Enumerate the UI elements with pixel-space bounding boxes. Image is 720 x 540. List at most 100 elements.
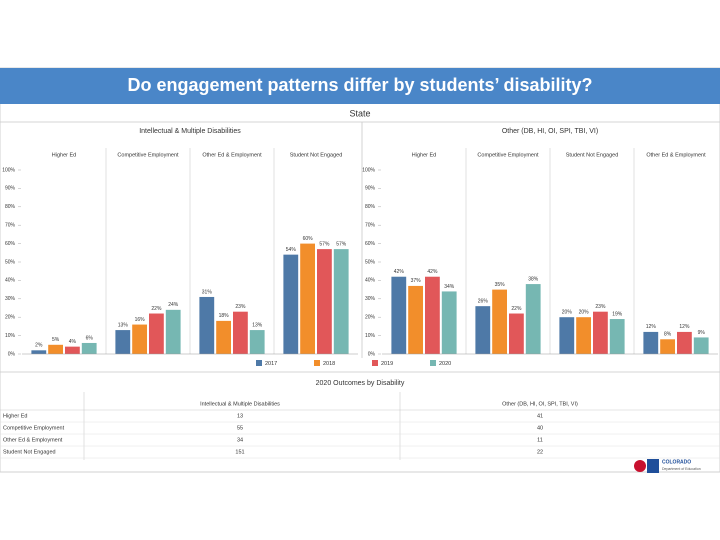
bar [391, 276, 407, 354]
value-label: 26% [478, 298, 489, 304]
category-label: Other Ed & Employment [202, 152, 262, 158]
logo: COLORADO Department of Education [634, 459, 701, 473]
value-label: 31% [202, 289, 213, 295]
y-tick-label: 20% [365, 315, 376, 321]
bar [317, 249, 332, 354]
value-label: 5% [52, 337, 60, 343]
value-label: 22% [511, 306, 522, 312]
y-tick-label: 90% [365, 186, 376, 192]
value-label: 18% [219, 313, 230, 319]
legend-label: 2017 [265, 361, 277, 367]
y-tick-label: 40% [5, 278, 16, 284]
bar [609, 319, 625, 354]
table-header: Intellectual & Multiple Disabilities [200, 401, 280, 407]
bar [300, 243, 315, 354]
bar [199, 296, 215, 354]
y-tick-label: 30% [365, 296, 376, 302]
y-tick-label: 10% [5, 333, 16, 339]
value-label: 38% [528, 276, 539, 282]
category-label: Other Ed & Employment [646, 152, 706, 158]
logo-icon [647, 459, 659, 473]
row-label: Other Ed & Employment [3, 437, 63, 443]
value-label: 24% [168, 302, 179, 308]
y-tick-label: 60% [365, 241, 376, 247]
value-label: 19% [612, 311, 623, 317]
category-label: Higher Ed [412, 152, 436, 158]
bar [132, 324, 147, 354]
table-header: Other (DB, HI, OI, SPI, TBI, VI) [502, 401, 578, 407]
value-label: 9% [698, 330, 706, 336]
table-cell: 11 [537, 437, 543, 443]
table-cell: 151 [235, 449, 244, 455]
bar [425, 276, 440, 354]
category-label: Student Not Engaged [566, 152, 619, 158]
y-tick-label: 20% [5, 315, 16, 321]
bar [249, 330, 265, 354]
value-label: 54% [286, 247, 297, 253]
bar [283, 254, 299, 354]
value-label: 12% [679, 324, 690, 330]
value-label: 20% [562, 310, 573, 316]
y-tick-label: 80% [5, 204, 16, 210]
y-tick-label: 40% [365, 278, 376, 284]
bar [441, 291, 457, 354]
logo-name: COLORADO [662, 459, 691, 465]
category-label: Higher Ed [52, 152, 76, 158]
value-label: 8% [664, 332, 672, 338]
bar [509, 313, 524, 354]
frame [0, 67, 720, 473]
y-tick-label: 50% [5, 259, 16, 265]
bar [643, 331, 659, 354]
value-label: 23% [595, 304, 606, 310]
y-tick-label: 60% [5, 241, 16, 247]
row-label: Competitive Employment [3, 425, 65, 431]
legend-label: 2019 [381, 361, 393, 367]
value-label: 20% [579, 310, 590, 316]
value-label: 42% [394, 269, 405, 275]
table-cell: 40 [537, 425, 543, 431]
subtitle: State [349, 108, 370, 118]
bar [65, 346, 80, 354]
y-tick-label: 70% [365, 223, 376, 229]
bar [115, 330, 131, 354]
legend-label: 2018 [323, 361, 335, 367]
logo-icon [634, 460, 646, 472]
bar [149, 313, 164, 354]
bar [475, 306, 491, 354]
bar [216, 320, 231, 354]
legend-swatch [256, 360, 262, 366]
y-tick-label: 80% [365, 204, 376, 210]
panel-title: Other (DB, HI, OI, SPI, TBI, VI) [502, 128, 598, 135]
value-label: 35% [495, 282, 506, 288]
bar [492, 289, 507, 354]
y-tick-label: 30% [5, 296, 16, 302]
value-label: 57% [336, 241, 347, 247]
value-label: 34% [444, 284, 455, 290]
table-cell: 34 [237, 437, 243, 443]
value-label: 60% [303, 236, 314, 242]
value-label: 4% [69, 339, 77, 345]
bar [693, 337, 709, 354]
category-label: Competitive Employment [117, 152, 179, 158]
value-label: 23% [235, 304, 246, 310]
y-tick-label: 70% [5, 223, 16, 229]
value-label: 2% [35, 343, 43, 349]
y-tick-label: 100% [362, 167, 375, 173]
title-bar [0, 68, 720, 104]
table-cell: 13 [237, 413, 243, 419]
y-tick-label: 100% [2, 167, 15, 173]
value-label: 22% [151, 306, 162, 312]
table-cell: 22 [537, 449, 543, 455]
value-label: 13% [252, 322, 263, 328]
table-title: 2020 Outcomes by Disability [316, 380, 405, 387]
legend-swatch [372, 360, 378, 366]
value-label: 37% [411, 278, 422, 284]
legend-swatch [314, 360, 320, 366]
value-label: 13% [118, 322, 129, 328]
bar [677, 331, 692, 354]
legend-swatch [430, 360, 436, 366]
bar [576, 317, 591, 354]
table-cell: 55 [237, 425, 243, 431]
value-label: 16% [135, 317, 146, 323]
